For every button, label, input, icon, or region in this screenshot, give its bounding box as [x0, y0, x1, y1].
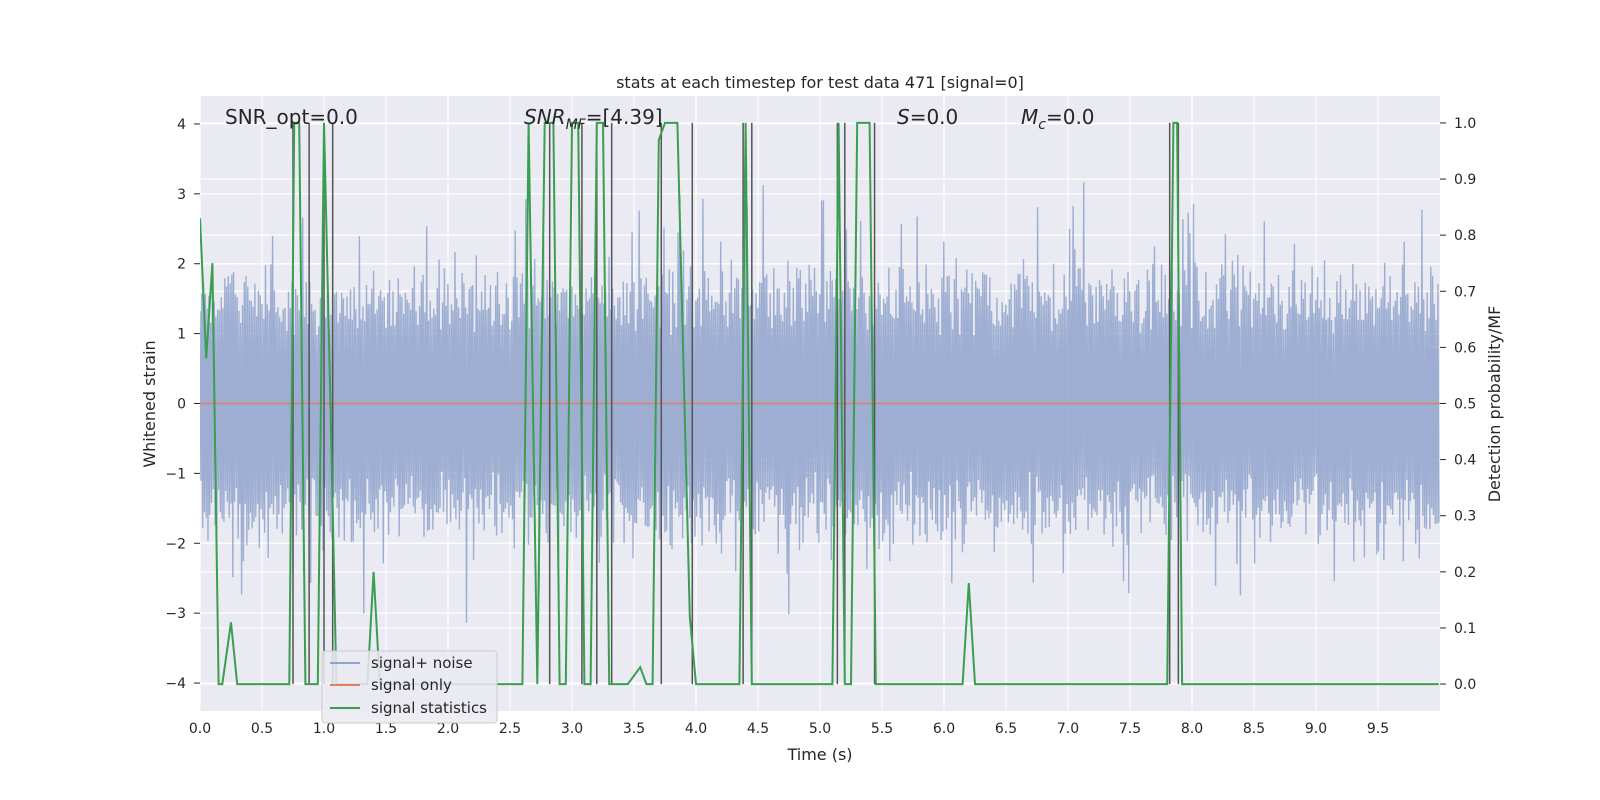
y2-tick-label: 1.0 [1454, 116, 1476, 132]
s-value: =0.0 [910, 105, 959, 129]
y2-axis-label: Detection probability/MF [1485, 306, 1504, 503]
y2-tick-label: 0.1 [1454, 621, 1476, 637]
annotation-mc: Mc=0.0 [1021, 105, 1095, 133]
legend-label-signal-only: signal only [371, 676, 452, 694]
legend-box [321, 650, 498, 724]
signal-statistics-series [200, 121, 1439, 686]
x-tick-label: 1.5 [375, 721, 397, 737]
s-label: S [897, 105, 910, 129]
y-tick-labels: 4 3 2 1 0 −1 −2 −3 −4 [165, 117, 200, 692]
x-tick-label: 4.5 [747, 721, 769, 737]
annotation-s: S=0.0 [897, 105, 958, 129]
y2-tick-label: 0.8 [1454, 228, 1476, 244]
x-tick-label: 0.0 [189, 721, 211, 737]
signal-noise-line [200, 182, 1440, 623]
legend: signal+ noise signal only signal statist… [321, 650, 498, 724]
y-tick-label: 0 [177, 397, 186, 413]
x-tick-label: 3.0 [561, 721, 583, 737]
y2-tick-label: 0.3 [1454, 509, 1476, 525]
x-tick-label: 1.0 [313, 721, 335, 737]
y2-tick-label: 0.7 [1454, 284, 1476, 300]
legend-label-signal-statistics: signal statistics [371, 699, 487, 717]
snr-mf-main: SNR [524, 105, 566, 129]
x-tick-label: 4.0 [685, 721, 707, 737]
x-tick-label: 6.0 [933, 721, 955, 737]
mc-value: =0.0 [1046, 105, 1095, 129]
x-axis-label: Time (s) [786, 745, 852, 764]
signal-noise-series [200, 182, 1440, 623]
x-tick-label: 6.5 [995, 721, 1017, 737]
legend-label-signal-noise: signal+ noise [371, 654, 473, 672]
snr-mf-sub: MF [566, 117, 587, 133]
y2-tick-labels: 1.0 0.9 0.8 0.7 0.6 0.5 0.4 0.3 0.2 0.1 0.0 [1440, 116, 1476, 693]
y2-tick-label: 0.2 [1454, 565, 1476, 581]
mc-sub: c [1038, 117, 1046, 133]
chart-title: stats at each timestep for test data 471… [616, 73, 1024, 92]
y2-tick-label: 0.4 [1454, 453, 1476, 469]
x-tick-label: 7.5 [1119, 721, 1141, 737]
y2-tick-label: 0.6 [1454, 340, 1476, 356]
x-tick-label: 9.5 [1367, 721, 1389, 737]
mc-label: M [1021, 105, 1038, 129]
annotation-snr-mf: SNRMF=[4.39] [524, 105, 663, 133]
x-tick-label: 2.5 [499, 721, 521, 737]
x-tick-label: 0.5 [251, 721, 273, 737]
y-tick-label: 1 [177, 327, 186, 343]
x-tick-label: 3.5 [623, 721, 645, 737]
x-tick-labels: 0.0 0.5 1.0 1.5 2.0 2.5 3.0 3.5 4.0 4.5 5.0 5.5 6.0 6… [189, 721, 1389, 737]
x-tick-label: 5.5 [871, 721, 893, 737]
y-axis-label: Whitened strain [140, 340, 159, 467]
x-tick-label: 7.0 [1057, 721, 1079, 737]
y-tick-label: −3 [165, 606, 186, 622]
x-tick-label: 9.0 [1305, 721, 1327, 737]
y2-tick-label: 0.0 [1454, 677, 1476, 693]
snr-mf-value: =[4.39] [586, 105, 663, 129]
x-tick-label: 5.0 [809, 721, 831, 737]
x-tick-label: 8.5 [1243, 721, 1265, 737]
y-tick-label: −1 [165, 466, 186, 482]
y-tick-label: 4 [177, 117, 186, 133]
y-tick-label: 2 [177, 257, 186, 273]
signal-statistics-line [200, 121, 1439, 686]
x-tick-label: 8.0 [1181, 721, 1203, 737]
annotation-snr-opt: SNR_opt=0.0 [225, 105, 358, 129]
y2-tick-label: 0.9 [1454, 172, 1476, 188]
y-tick-label: −2 [165, 536, 186, 552]
y2-tick-label: 0.5 [1454, 397, 1476, 413]
x-tick-label: 2.0 [437, 721, 459, 737]
y-tick-label: −4 [165, 676, 186, 692]
y-tick-label: 3 [177, 187, 186, 203]
